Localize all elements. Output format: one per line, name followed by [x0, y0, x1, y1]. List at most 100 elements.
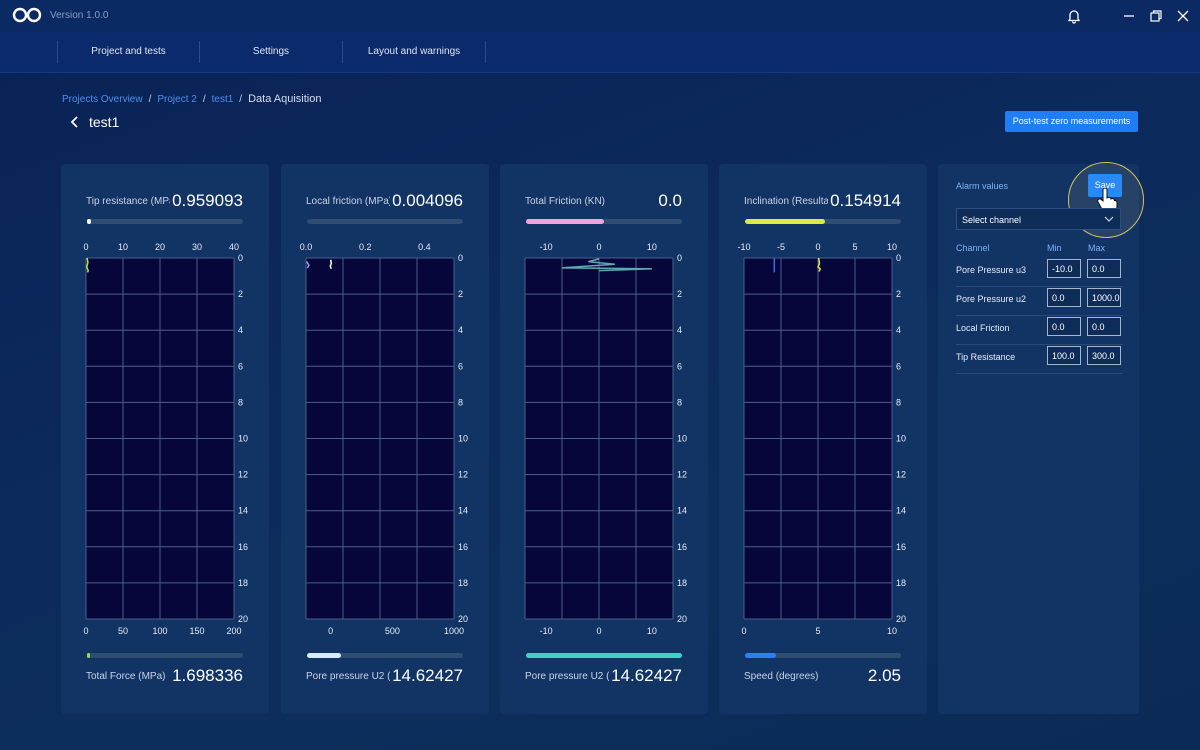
nav-bar: Project and tests Settings Layout and wa…: [0, 32, 1200, 73]
top-axis-tick-label: 0: [815, 242, 820, 252]
bottom-progress-fill: [307, 653, 342, 658]
bottom-progress-bar: [526, 653, 682, 658]
y-tick-label: 20: [677, 614, 687, 624]
panel-bottom-value: 2.05: [867, 666, 901, 685]
y-tick-label: 2: [677, 289, 682, 299]
y-tick-label: 6: [677, 361, 682, 371]
min-value-input[interactable]: 100.0: [1047, 346, 1081, 365]
top-axis-tick-label: 30: [192, 242, 202, 252]
panel-bottom-label: Pore pressure U2 (kPa): [525, 671, 609, 682]
nav-divider: [57, 41, 58, 63]
alarm-values-panel: Alarm values Save Select channel Channel…: [938, 162, 1144, 714]
column-header-min: Min: [1047, 243, 1062, 253]
data-series-line: [305, 261, 310, 269]
chevron-down-icon: [1104, 216, 1114, 222]
logo-infinity-icon: [12, 7, 42, 23]
y-tick-label: 12: [896, 470, 906, 480]
y-tick-label: 6: [896, 361, 901, 371]
post-test-zero-measurements-button[interactable]: Post-test zero measurements: [1005, 111, 1138, 132]
top-axis-tick-label: -10: [737, 242, 750, 252]
nav-item-settings[interactable]: Settings: [252, 46, 290, 57]
bottom-progress-fill: [745, 653, 777, 658]
bottom-axis-tick-label: 0: [741, 626, 746, 636]
top-progress-bar: [307, 219, 463, 224]
y-tick-label: 14: [896, 506, 906, 516]
y-tick-label: 4: [677, 325, 682, 335]
top-axis-tick-label: 0: [596, 242, 601, 252]
y-tick-label: 16: [677, 542, 687, 552]
top-axis-tick-label: -5: [777, 242, 785, 252]
alarm-row: Tip Resistance 100.0 300.0: [956, 344, 1123, 374]
data-series-line: [817, 257, 822, 272]
channel-name: Pore Pressure u2: [956, 294, 1027, 304]
y-tick-label: 10: [238, 434, 248, 444]
channel-name: Pore Pressure u3: [956, 265, 1027, 275]
hand-pointer-cursor-icon: [1097, 188, 1118, 212]
max-value-input[interactable]: 0.0: [1087, 259, 1121, 278]
bottom-axis-tick-label: 5: [815, 626, 820, 636]
top-progress-fill: [745, 219, 825, 224]
y-tick-label: 0: [238, 253, 243, 263]
breadcrumb-test1[interactable]: test1: [211, 94, 234, 105]
bottom-progress-bar: [87, 653, 243, 658]
y-tick-label: 20: [896, 614, 906, 624]
max-value-input[interactable]: 0.0: [1087, 317, 1121, 336]
alarm-row: Local Friction 0.0 0.0: [956, 315, 1123, 345]
bottom-axis-tick-label: 0: [328, 626, 333, 636]
top-axis-tick-label: 0.4: [418, 242, 431, 252]
nav-item-project-and-tests[interactable]: Project and tests: [91, 46, 166, 57]
minimize-icon[interactable]: [1122, 8, 1136, 24]
bottom-progress-bar: [307, 653, 463, 658]
top-axis-tick-label: 10: [647, 242, 657, 252]
panel-tip-resistance: Tip resistance (MPa) 0.959093 0 2 4 6 8 10 12 14 1…: [61, 164, 269, 714]
breadcrumb-current: Data Aquisition: [248, 93, 322, 105]
y-tick-label: 6: [238, 361, 243, 371]
y-tick-label: 12: [677, 470, 687, 480]
top-axis-tick-label: 5: [852, 242, 857, 252]
bottom-progress-fill: [526, 653, 682, 658]
max-value-input[interactable]: 300.0: [1087, 346, 1121, 365]
max-value-input[interactable]: 1000.0: [1087, 288, 1121, 307]
bottom-axis-tick-label: 0: [596, 626, 601, 636]
close-icon[interactable]: [1176, 8, 1190, 24]
panel-label: Tip resistance (MPa): [86, 196, 170, 207]
y-tick-label: 2: [458, 289, 463, 299]
y-tick-label: 12: [458, 470, 468, 480]
y-tick-label: 10: [896, 434, 906, 444]
y-tick-label: 18: [896, 578, 906, 588]
panel-bottom-label: Pore pressure U2 (kPa): [306, 671, 390, 682]
min-value-input[interactable]: 0.0: [1047, 288, 1081, 307]
bottom-axis-tick-label: 0: [83, 626, 88, 636]
back-arrow-icon[interactable]: [68, 114, 82, 130]
y-tick-label: 8: [896, 397, 901, 407]
y-tick-label: 10: [677, 434, 687, 444]
y-tick-label: 20: [458, 614, 468, 624]
top-progress-fill: [526, 219, 604, 224]
y-tick-label: 6: [458, 361, 463, 371]
breadcrumb-projects-overview[interactable]: Projects Overview: [62, 94, 143, 105]
channel-name: Local Friction: [956, 323, 1010, 333]
title-bar: Version 1.0.0: [0, 0, 1200, 32]
y-tick-label: 4: [458, 325, 463, 335]
y-tick-label: 2: [238, 289, 243, 299]
nav-item-layout-and-warnings[interactable]: Layout and warnings: [367, 46, 461, 57]
bell-icon[interactable]: [1066, 8, 1082, 24]
panel-total-friction: Total Friction (KN) 0.0 0 2 4 6 8 10 12 14 16 18 20 -…: [500, 164, 708, 714]
y-tick-label: 16: [458, 542, 468, 552]
y-tick-label: 20: [238, 614, 248, 624]
min-value-input[interactable]: -10.0: [1047, 259, 1081, 278]
nav-divider: [485, 41, 486, 63]
y-tick-label: 8: [238, 397, 243, 407]
top-progress-bar: [87, 219, 243, 224]
y-tick-label: 0: [677, 253, 682, 263]
y-tick-label: 4: [896, 325, 901, 335]
panel-bottom-label: Speed (degrees): [744, 671, 819, 682]
min-value-input[interactable]: 0.0: [1047, 317, 1081, 336]
breadcrumb-project-2[interactable]: Project 2: [157, 94, 197, 105]
y-tick-label: 8: [677, 397, 682, 407]
y-tick-label: 16: [896, 542, 906, 552]
top-axis-tick-label: 0.2: [359, 242, 372, 252]
save-button[interactable]: Save: [1088, 174, 1122, 197]
restore-icon[interactable]: [1149, 8, 1163, 24]
select-channel-dropdown[interactable]: Select channel: [956, 208, 1121, 230]
